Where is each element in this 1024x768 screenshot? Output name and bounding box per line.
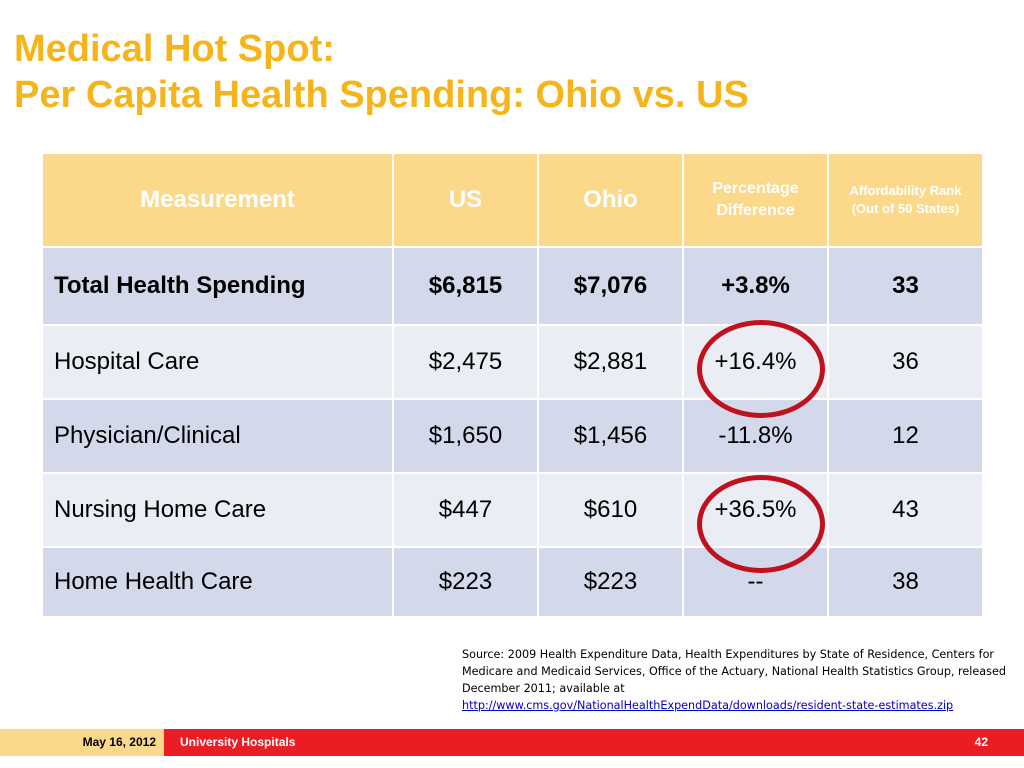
cell-us: $447	[392, 472, 539, 548]
footer-date: May 16, 2012	[0, 729, 164, 756]
cell-measurement: Nursing Home Care	[41, 472, 394, 548]
cell-difference: +3.8%	[682, 246, 829, 326]
table-row: Total Health Spending $6,815 $7,076 +3.8…	[41, 246, 984, 326]
source-link[interactable]: http://www.cms.gov/NationalHealthExpendD…	[462, 699, 954, 712]
title-line-2: Per Capita Health Spending: Ohio vs. US	[14, 74, 749, 116]
source-note: Source: 2009 Health Expenditure Data, He…	[462, 646, 1007, 714]
footer-bar: University Hospitals 42	[164, 729, 1024, 756]
cell-ohio: $1,456	[537, 398, 684, 474]
slide-title: Medical Hot Spot: Per Capita Health Spen…	[14, 26, 749, 118]
header-ohio: Ohio	[537, 152, 684, 248]
cell-rank: 43	[827, 472, 984, 548]
table-row: Physician/Clinical $1,650 $1,456 -11.8% …	[41, 398, 984, 474]
title-line-1: Medical Hot Spot:	[14, 28, 335, 70]
table-header-row: Measurement US Ohio Percentage Differenc…	[41, 152, 984, 248]
cell-measurement: Physician/Clinical	[41, 398, 394, 474]
header-measurement: Measurement	[41, 152, 394, 248]
footer-organization: University Hospitals	[180, 735, 296, 749]
page-number: 42	[974, 735, 988, 749]
cell-us: $2,475	[392, 324, 539, 400]
table-row: Hospital Care $2,475 $2,881 +16.4% 36	[41, 324, 984, 400]
table-row: Home Health Care $223 $223 -- 38	[41, 546, 984, 618]
slide-footer: May 16, 2012 University Hospitals 42	[0, 729, 1024, 756]
cell-us: $6,815	[392, 246, 539, 326]
header-affordability-rank: Affordability Rank (Out of 50 States)	[827, 152, 984, 248]
cell-rank: 38	[827, 546, 984, 618]
table-row: Nursing Home Care $447 $610 +36.5% 43	[41, 472, 984, 548]
cell-us: $223	[392, 546, 539, 618]
cell-measurement: Hospital Care	[41, 324, 394, 400]
header-percentage-difference: Percentage Difference	[682, 152, 829, 248]
cell-ohio: $2,881	[537, 324, 684, 400]
cell-measurement: Total Health Spending	[41, 246, 394, 326]
source-text: Source: 2009 Health Expenditure Data, He…	[462, 648, 1006, 695]
cell-ohio: $223	[537, 546, 684, 618]
highlight-circle-hospital-care	[697, 320, 825, 418]
spending-table: Measurement US Ohio Percentage Differenc…	[41, 152, 984, 618]
cell-us: $1,650	[392, 398, 539, 474]
cell-rank: 36	[827, 324, 984, 400]
cell-measurement: Home Health Care	[41, 546, 394, 618]
cell-rank: 33	[827, 246, 984, 326]
cell-rank: 12	[827, 398, 984, 474]
header-us: US	[392, 152, 539, 248]
cell-ohio: $610	[537, 472, 684, 548]
highlight-circle-nursing-home-care	[697, 475, 825, 573]
cell-ohio: $7,076	[537, 246, 684, 326]
